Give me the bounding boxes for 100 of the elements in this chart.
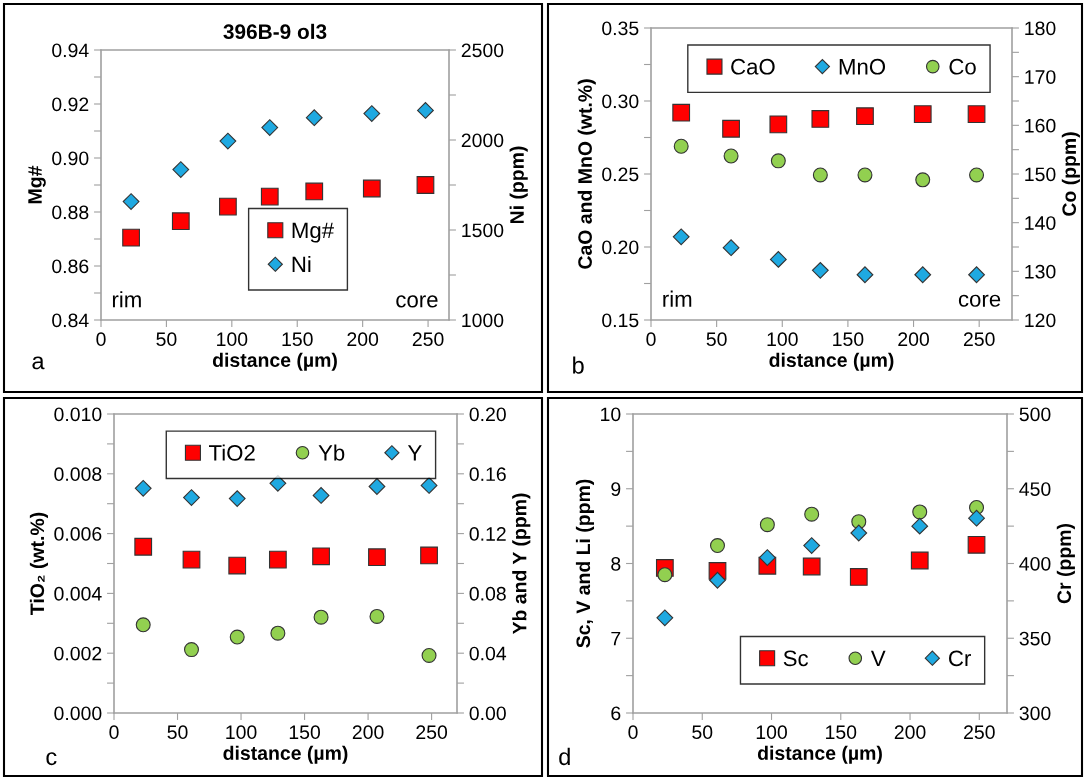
point	[305, 109, 323, 127]
point	[672, 228, 690, 246]
legend-label: Mg#	[292, 222, 334, 243]
y-tick-label: 0.84	[52, 313, 89, 328]
point	[305, 182, 324, 201]
point	[849, 568, 868, 586]
point	[219, 132, 237, 150]
point	[183, 642, 199, 658]
y2-tick-label: 170	[1025, 70, 1056, 84]
y2-tick-label: 450	[1019, 482, 1051, 496]
x-tick-label: 200	[352, 725, 384, 740]
y2-tick-label: 0.08	[469, 586, 506, 601]
point	[850, 524, 868, 542]
point	[723, 148, 739, 164]
point	[219, 197, 237, 216]
y2-tick-label: 350	[1019, 631, 1051, 646]
point	[673, 138, 689, 154]
y2-tick-label: 2000	[461, 133, 504, 148]
y-axis-title: CaO and MnO (wt.%)	[577, 79, 596, 269]
point	[122, 228, 140, 247]
x-tick-label: 50	[692, 725, 713, 740]
point	[802, 557, 821, 576]
y-tick-label: 0.25	[602, 167, 639, 182]
point	[722, 119, 740, 138]
point	[912, 504, 928, 520]
point	[657, 567, 673, 583]
y2-tick-label: 0.20	[469, 407, 506, 422]
point	[362, 179, 381, 198]
point	[709, 571, 726, 589]
x-tick-label: 100	[767, 332, 798, 347]
annotation: core	[396, 295, 438, 308]
y-tick-label: 9	[611, 482, 621, 496]
annotation: rim	[112, 291, 141, 308]
point	[804, 506, 820, 522]
point	[420, 477, 438, 494]
y-tick-label: 0.004	[54, 586, 102, 601]
x-tick-label: 250	[964, 725, 995, 740]
point	[122, 193, 140, 210]
y-tick-label: 0.008	[54, 467, 102, 482]
point	[313, 609, 329, 625]
point	[270, 625, 286, 641]
x-tick-label: 150	[833, 332, 864, 347]
legend-label: TiO2	[209, 444, 255, 461]
point	[416, 176, 435, 194]
y-tick-label: 0.20	[602, 240, 639, 255]
point	[770, 153, 786, 169]
point	[134, 537, 153, 556]
y-tick-label: 0.88	[52, 205, 89, 220]
legend-label: Yb	[318, 444, 345, 461]
point	[172, 161, 190, 178]
point	[363, 105, 381, 122]
point	[312, 547, 330, 566]
x-tick-label: 200	[898, 332, 930, 347]
point	[968, 266, 985, 284]
x-axis-title: distance (µm)	[223, 745, 348, 764]
point	[171, 212, 190, 231]
legend-label: MnO	[839, 58, 886, 75]
point	[672, 103, 691, 122]
annotation: core	[958, 294, 1001, 307]
y2-axis-title: Co (ppm)	[1061, 132, 1080, 216]
x-tick-label: 250	[963, 332, 995, 347]
point	[228, 556, 247, 575]
y2-tick-label: 150	[1025, 167, 1056, 182]
point	[811, 110, 830, 128]
point	[758, 549, 776, 566]
point	[856, 107, 874, 126]
x-axis-title: distance (µm)	[757, 745, 882, 764]
point	[260, 187, 279, 206]
point	[135, 617, 151, 633]
x-axis-title: distance (µm)	[212, 352, 337, 371]
y-axis-title: Mg#	[28, 165, 46, 204]
y2-tick-label: 130	[1025, 264, 1056, 279]
point	[709, 538, 725, 554]
y2-tick-label: 500	[1019, 407, 1051, 422]
legend-label: Sc	[783, 650, 809, 667]
x-tick-label: 250	[416, 725, 448, 740]
point	[369, 608, 385, 624]
y-tick-label: 0.15	[602, 313, 639, 328]
point	[722, 239, 740, 257]
x-tick-label: 0	[646, 332, 656, 347]
y-axis-title: TiO₂ (wt.%)	[29, 512, 48, 615]
point	[183, 489, 200, 506]
point	[268, 550, 287, 569]
y-tick-label: 0.002	[54, 646, 102, 661]
point	[261, 119, 279, 136]
point	[229, 629, 245, 645]
y2-tick-label: 0.04	[469, 646, 507, 661]
x-tick-label: 100	[226, 725, 257, 740]
legend-label: Co	[949, 58, 976, 75]
legend-label: CaO	[731, 58, 775, 75]
point	[911, 517, 929, 535]
point	[421, 647, 437, 663]
legend-label: Ni	[292, 255, 311, 273]
x-axis-title: distance (µm)	[769, 352, 894, 371]
text: d	[559, 747, 570, 766]
point	[228, 490, 246, 508]
y-tick-label: 0.92	[52, 97, 89, 112]
y2-tick-label: 160	[1025, 118, 1056, 133]
y-tick-label: 8	[611, 556, 621, 571]
annotation: rim	[663, 290, 692, 307]
